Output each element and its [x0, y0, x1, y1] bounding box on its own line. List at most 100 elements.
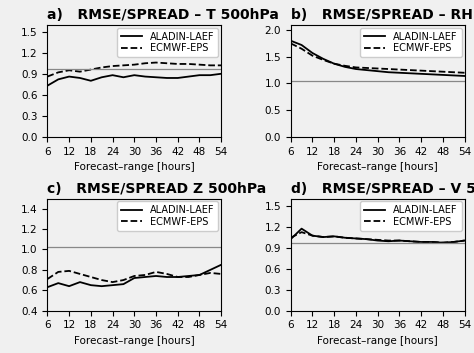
ECMWF-EPS [310, 234, 315, 238]
ECMWF-EPS [451, 240, 456, 244]
ALADIN-LAEF [353, 237, 359, 241]
Line: ALADIN-LAEF: ALADIN-LAEF [47, 265, 221, 287]
ECMWF-EPS [208, 63, 213, 67]
ECMWF-EPS [353, 237, 359, 241]
ALADIN-LAEF [429, 240, 435, 244]
ECMWF-EPS [197, 62, 202, 67]
Text: c)   RMSE/SPREAD Z 500hPa: c) RMSE/SPREAD Z 500hPa [47, 182, 267, 196]
ALADIN-LAEF [353, 67, 359, 71]
ALADIN-LAEF [396, 71, 402, 75]
X-axis label: Forecast–range [hours]: Forecast–range [hours] [74, 336, 195, 346]
ECMWF-EPS [77, 272, 83, 276]
ECMWF-EPS [142, 273, 148, 277]
X-axis label: Forecast–range [hours]: Forecast–range [hours] [317, 336, 438, 346]
ECMWF-EPS [175, 62, 181, 66]
ECMWF-EPS [364, 66, 370, 70]
ALADIN-LAEF [440, 73, 446, 77]
Line: ALADIN-LAEF: ALADIN-LAEF [291, 229, 465, 243]
ECMWF-EPS [429, 240, 435, 244]
ALADIN-LAEF [208, 73, 213, 77]
ECMWF-EPS [386, 238, 392, 243]
ECMWF-EPS [407, 68, 413, 72]
Legend: ALADIN-LAEF, ECMWF-EPS: ALADIN-LAEF, ECMWF-EPS [117, 202, 219, 231]
ECMWF-EPS [153, 270, 159, 274]
ALADIN-LAEF [77, 280, 83, 284]
ALADIN-LAEF [120, 75, 126, 79]
ALADIN-LAEF [310, 234, 315, 238]
ALADIN-LAEF [331, 61, 337, 66]
Line: ALADIN-LAEF: ALADIN-LAEF [47, 74, 221, 86]
ECMWF-EPS [386, 67, 392, 71]
ALADIN-LAEF [310, 51, 315, 55]
X-axis label: Forecast–range [hours]: Forecast–range [hours] [317, 162, 438, 172]
ECMWF-EPS [55, 70, 61, 74]
ALADIN-LAEF [407, 239, 413, 243]
ALADIN-LAEF [288, 237, 293, 241]
ECMWF-EPS [45, 277, 50, 281]
Legend: ALADIN-LAEF, ECMWF-EPS: ALADIN-LAEF, ECMWF-EPS [117, 28, 219, 57]
Text: a)   RMSE/SPREAD – T 500hPa: a) RMSE/SPREAD – T 500hPa [47, 8, 279, 22]
ALADIN-LAEF [462, 238, 467, 243]
ALADIN-LAEF [299, 227, 304, 231]
ALADIN-LAEF [331, 234, 337, 239]
ECMWF-EPS [120, 278, 126, 282]
ALADIN-LAEF [66, 74, 72, 79]
Text: d)   RMSE/SPREAD – V 500hPa: d) RMSE/SPREAD – V 500hPa [291, 182, 474, 196]
ALADIN-LAEF [110, 283, 116, 287]
ALADIN-LAEF [440, 240, 446, 245]
ECMWF-EPS [131, 62, 137, 67]
ECMWF-EPS [342, 236, 348, 240]
ALADIN-LAEF [175, 76, 181, 80]
ECMWF-EPS [299, 47, 304, 51]
ALADIN-LAEF [451, 73, 456, 78]
ECMWF-EPS [88, 67, 94, 72]
ECMWF-EPS [186, 275, 191, 279]
ECMWF-EPS [418, 240, 424, 244]
ECMWF-EPS [219, 63, 224, 67]
ECMWF-EPS [396, 238, 402, 243]
ECMWF-EPS [45, 74, 50, 79]
Legend: ALADIN-LAEF, ECMWF-EPS: ALADIN-LAEF, ECMWF-EPS [360, 202, 462, 231]
ECMWF-EPS [120, 63, 126, 67]
ECMWF-EPS [110, 280, 116, 284]
ALADIN-LAEF [364, 68, 370, 72]
ECMWF-EPS [153, 60, 159, 65]
ALADIN-LAEF [462, 74, 467, 78]
ALADIN-LAEF [88, 283, 94, 287]
ALADIN-LAEF [45, 84, 50, 88]
ECMWF-EPS [99, 278, 105, 282]
ALADIN-LAEF [418, 240, 424, 244]
ALADIN-LAEF [197, 73, 202, 77]
ALADIN-LAEF [142, 74, 148, 79]
ALADIN-LAEF [175, 275, 181, 279]
ECMWF-EPS [353, 65, 359, 70]
ALADIN-LAEF [320, 235, 326, 239]
ECMWF-EPS [331, 61, 337, 66]
Legend: ALADIN-LAEF, ECMWF-EPS: ALADIN-LAEF, ECMWF-EPS [360, 28, 462, 57]
ECMWF-EPS [375, 238, 381, 242]
ECMWF-EPS [407, 239, 413, 243]
ALADIN-LAEF [55, 281, 61, 285]
ALADIN-LAEF [164, 275, 170, 279]
ALADIN-LAEF [429, 72, 435, 77]
ALADIN-LAEF [197, 273, 202, 277]
ALADIN-LAEF [386, 70, 392, 74]
ECMWF-EPS [66, 68, 72, 72]
ALADIN-LAEF [66, 284, 72, 288]
ECMWF-EPS [462, 238, 467, 243]
ALADIN-LAEF [451, 240, 456, 244]
ALADIN-LAEF [320, 57, 326, 61]
Line: ALADIN-LAEF: ALADIN-LAEF [291, 41, 465, 76]
ALADIN-LAEF [186, 74, 191, 79]
Line: ECMWF-EPS: ECMWF-EPS [47, 62, 221, 77]
ECMWF-EPS [331, 234, 337, 239]
ECMWF-EPS [440, 240, 446, 245]
ECMWF-EPS [396, 67, 402, 72]
ALADIN-LAEF [219, 72, 224, 76]
ALADIN-LAEF [396, 238, 402, 243]
ALADIN-LAEF [131, 73, 137, 77]
ALADIN-LAEF [186, 274, 191, 278]
ECMWF-EPS [55, 270, 61, 274]
ALADIN-LAEF [288, 38, 293, 43]
ALADIN-LAEF [375, 238, 381, 243]
